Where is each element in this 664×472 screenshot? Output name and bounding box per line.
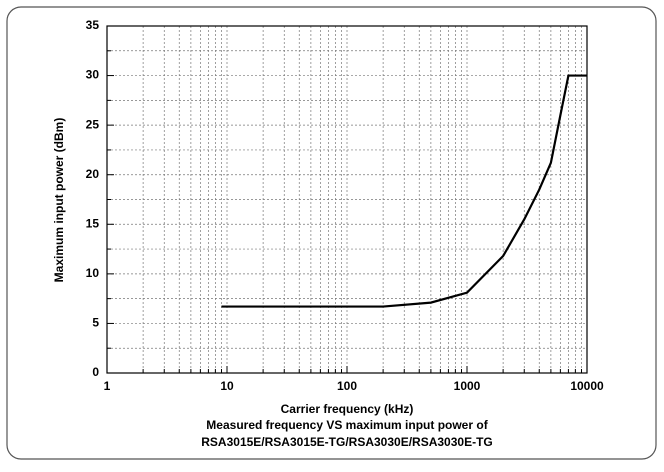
x-tick-label: 10 [220, 379, 234, 393]
x-tick-label: 100 [337, 379, 357, 393]
y-tick-label: 10 [86, 266, 100, 280]
x-tick-label: 1 [104, 379, 111, 393]
caption: Measured frequency VS maximum input powe… [206, 418, 488, 432]
y-tick-label: 25 [86, 117, 100, 131]
x-tick-label: 10000 [570, 379, 604, 393]
y-tick-label: 35 [86, 18, 100, 32]
frame [6, 6, 657, 460]
y-tick-label: 20 [86, 167, 100, 181]
plot-border [106, 25, 588, 374]
x-axis-label: Carrier frequency (kHz) [281, 402, 414, 416]
y-tick-label: 0 [92, 365, 99, 379]
data-line [221, 74, 587, 308]
y-axis-label: Maximum input power (dBm) [52, 118, 66, 283]
y-tick-label: 15 [86, 216, 100, 230]
x-tick-label: 1000 [454, 379, 481, 393]
y-tick-label: 30 [86, 68, 100, 82]
caption: RSA3015E/RSA3015E-TG/RSA3030E/RSA3030E-T… [201, 435, 492, 449]
y-tick-label: 5 [92, 316, 99, 330]
